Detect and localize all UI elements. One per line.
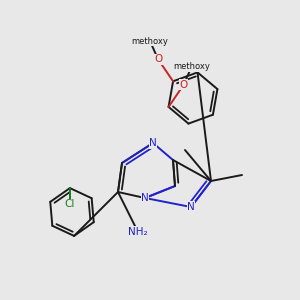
- Text: N: N: [149, 138, 157, 148]
- Text: methoxy: methoxy: [173, 62, 210, 71]
- Text: NH₂: NH₂: [128, 227, 148, 237]
- Text: N: N: [141, 193, 149, 203]
- Text: N: N: [187, 202, 195, 212]
- Text: O: O: [179, 80, 188, 90]
- Text: O: O: [154, 54, 162, 64]
- Text: Cl: Cl: [65, 199, 75, 209]
- Text: methoxy: methoxy: [132, 37, 169, 46]
